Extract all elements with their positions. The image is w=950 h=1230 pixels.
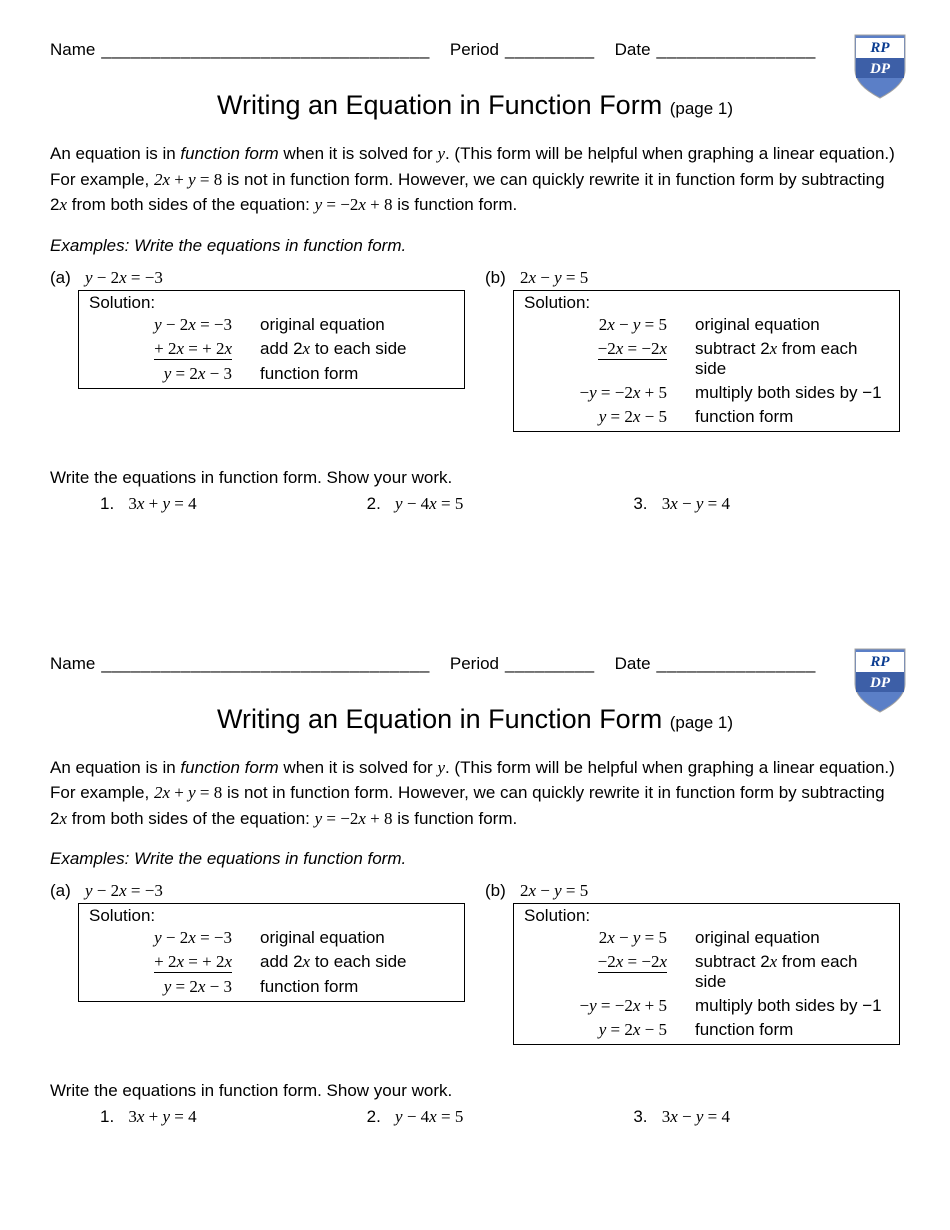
solution-equation: −2x = −2x bbox=[520, 339, 675, 379]
practice-heading: Write the equations in function form. Sh… bbox=[50, 468, 900, 488]
solution-reason: original equation bbox=[260, 315, 458, 335]
solution-reason: multiply both sides by −1 bbox=[695, 383, 893, 403]
date-blank[interactable]: ________________ bbox=[657, 654, 816, 674]
date-blank[interactable]: ________________ bbox=[657, 40, 816, 60]
examples-heading: Examples: Write the equations in functio… bbox=[50, 849, 900, 869]
solution-equation: y − 2x = −3 bbox=[85, 928, 240, 948]
solution-box-b: Solution: 2x − y = 5original equation−2x… bbox=[513, 290, 900, 432]
solution-reason: function form bbox=[695, 1020, 893, 1040]
solution-reason: original equation bbox=[695, 315, 893, 335]
solution-equation: −y = −2x + 5 bbox=[520, 383, 675, 403]
solution-reason: add 2x to each side bbox=[260, 339, 458, 360]
solution-equation: y = 2x − 5 bbox=[520, 407, 675, 427]
solution-box-a: Solution: y − 2x = −3original equation+ … bbox=[78, 903, 465, 1002]
example-a: (a) y − 2x = −3 Solution: y − 2x = −3ori… bbox=[50, 268, 465, 432]
rpdp-logo-icon: RP DP bbox=[850, 30, 910, 100]
page-title: Writing an Equation in Function Form (pa… bbox=[50, 90, 900, 121]
svg-text:RP: RP bbox=[869, 40, 890, 56]
solution-equation: y = 2x − 3 bbox=[85, 977, 240, 997]
header-row: Name _________________________________ P… bbox=[50, 40, 900, 60]
example-b: (b) 2x − y = 5 Solution: 2x − y = 5origi… bbox=[485, 881, 900, 1045]
practice-item: 3. 3x − y = 4 bbox=[633, 494, 900, 514]
practice-item: 1. 3x + y = 4 bbox=[100, 1107, 367, 1127]
period-blank[interactable]: _________ bbox=[505, 654, 595, 674]
intro-paragraph: An equation is in function form when it … bbox=[50, 141, 900, 218]
name-label: Name bbox=[50, 654, 95, 674]
rpdp-logo-icon: RP DP bbox=[850, 644, 910, 714]
examples-heading: Examples: Write the equations in functio… bbox=[50, 236, 900, 256]
solution-equation: y = 2x − 3 bbox=[85, 364, 240, 384]
name-blank[interactable]: _________________________________ bbox=[101, 40, 430, 60]
practice-item: 3. 3x − y = 4 bbox=[633, 1107, 900, 1127]
solution-equation: y − 2x = −3 bbox=[85, 315, 240, 335]
solution-reason: original equation bbox=[260, 928, 458, 948]
page-title: Writing an Equation in Function Form (pa… bbox=[50, 704, 900, 735]
solution-reason: subtract 2x from each side bbox=[695, 339, 893, 379]
worksheet-page: RP DP Name _____________________________… bbox=[0, 0, 950, 614]
period-label: Period bbox=[450, 40, 499, 60]
solution-reason: add 2x to each side bbox=[260, 952, 458, 973]
svg-text:RP: RP bbox=[869, 654, 890, 670]
examples-row: (a) y − 2x = −3 Solution: y − 2x = −3ori… bbox=[50, 881, 900, 1045]
solution-equation: 2x − y = 5 bbox=[520, 315, 675, 335]
solution-reason: function form bbox=[260, 364, 458, 384]
solution-reason: function form bbox=[260, 977, 458, 997]
solution-equation: + 2x = + 2x bbox=[85, 339, 240, 360]
solution-equation: −2x = −2x bbox=[520, 952, 675, 992]
example-a: (a) y − 2x = −3 Solution: y − 2x = −3ori… bbox=[50, 881, 465, 1045]
solution-box-b: Solution: 2x − y = 5original equation−2x… bbox=[513, 903, 900, 1045]
solution-reason: multiply both sides by −1 bbox=[695, 996, 893, 1016]
period-blank[interactable]: _________ bbox=[505, 40, 595, 60]
header-row: Name _________________________________ P… bbox=[50, 654, 900, 674]
solution-reason: original equation bbox=[695, 928, 893, 948]
practice-row: 1. 3x + y = 42. y − 4x = 53. 3x − y = 4 bbox=[50, 494, 900, 514]
practice-item: 2. y − 4x = 5 bbox=[367, 494, 634, 514]
practice-heading: Write the equations in function form. Sh… bbox=[50, 1081, 900, 1101]
date-label: Date bbox=[615, 654, 651, 674]
examples-row: (a) y − 2x = −3 Solution: y − 2x = −3ori… bbox=[50, 268, 900, 432]
name-label: Name bbox=[50, 40, 95, 60]
solution-equation: −y = −2x + 5 bbox=[520, 996, 675, 1016]
intro-paragraph: An equation is in function form when it … bbox=[50, 755, 900, 832]
practice-item: 1. 3x + y = 4 bbox=[100, 494, 367, 514]
example-b: (b) 2x − y = 5 Solution: 2x − y = 5origi… bbox=[485, 268, 900, 432]
solution-reason: subtract 2x from each side bbox=[695, 952, 893, 992]
practice-item: 2. y − 4x = 5 bbox=[367, 1107, 634, 1127]
solution-equation: 2x − y = 5 bbox=[520, 928, 675, 948]
solution-box-a: Solution: y − 2x = −3original equation+ … bbox=[78, 290, 465, 389]
date-label: Date bbox=[615, 40, 651, 60]
solution-reason: function form bbox=[695, 407, 893, 427]
name-blank[interactable]: _________________________________ bbox=[101, 654, 430, 674]
svg-text:DP: DP bbox=[869, 675, 891, 691]
solution-equation: y = 2x − 5 bbox=[520, 1020, 675, 1040]
svg-text:DP: DP bbox=[869, 61, 891, 77]
solution-equation: + 2x = + 2x bbox=[85, 952, 240, 973]
period-label: Period bbox=[450, 654, 499, 674]
worksheet-page: RP DP Name _____________________________… bbox=[0, 614, 950, 1228]
practice-row: 1. 3x + y = 42. y − 4x = 53. 3x − y = 4 bbox=[50, 1107, 900, 1127]
